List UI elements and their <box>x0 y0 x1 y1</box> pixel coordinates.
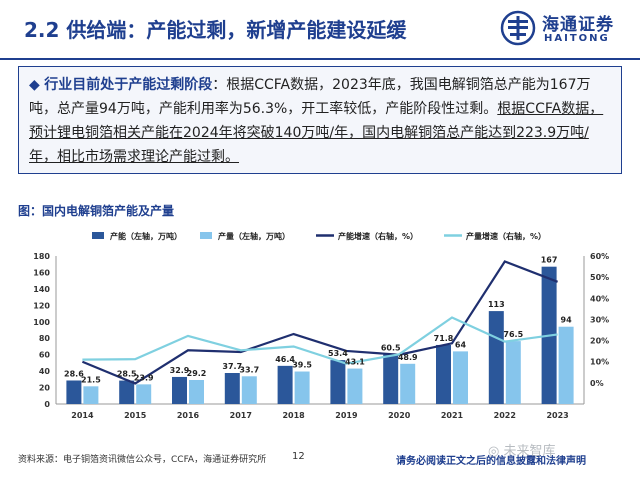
right-tick-label: 20% <box>590 337 609 346</box>
legend-label: 产量增速（右轴，%） <box>466 231 546 241</box>
left-tick-label: 160 <box>33 268 50 277</box>
figure-label: 图：国内电解铜箔产能及产量 <box>18 204 175 218</box>
right-tick-label: 50% <box>590 273 609 282</box>
right-tick-label: 10% <box>590 358 609 367</box>
capacity-bar <box>488 311 504 404</box>
x-tick-label: 2021 <box>441 411 464 420</box>
output-bar <box>558 326 574 404</box>
output-data-label: 43.1 <box>345 358 365 367</box>
right-tick-label: 60% <box>590 252 609 261</box>
left-tick-label: 0 <box>44 400 50 409</box>
output-bar <box>83 386 99 404</box>
right-tick-label: 40% <box>590 294 609 303</box>
summary-box: ◆ 行业目前处于产能过剩阶段：根据CCFA数据，2023年底，我国电解铜箔总产能… <box>18 66 622 174</box>
legend-label: 产能增速（右轴，%） <box>338 231 418 241</box>
source-note: 资料来源：电子铜箔资讯微信公众号，CCFA，海通证券研究所 <box>18 455 267 465</box>
x-tick-label: 2020 <box>388 411 411 420</box>
title-divider <box>0 58 640 60</box>
haitong-logo-icon <box>500 10 536 46</box>
page-title: 2.2 供给端：产能过剩，新增产能建设延缓 <box>24 18 407 42</box>
output-bar <box>453 351 468 404</box>
x-tick-label: 2015 <box>124 411 147 420</box>
output-data-label: 33.7 <box>239 365 259 374</box>
capacity-bar <box>119 380 135 404</box>
output-bar <box>347 368 363 404</box>
capacity-bar <box>330 360 346 404</box>
legend-swatch <box>92 232 104 239</box>
x-tick-label: 2019 <box>335 411 358 420</box>
capacity-data-label: 53.4 <box>328 349 348 358</box>
output-bar <box>505 341 521 404</box>
capacity-data-label: 46.4 <box>275 355 295 364</box>
diamond-bullet-icon: ◆ <box>29 77 40 93</box>
capacity-data-label: 71.8 <box>434 334 454 343</box>
capacity-data-label: 28.6 <box>64 369 84 378</box>
output-bar <box>400 363 416 404</box>
capacity-data-label: 113 <box>488 300 505 309</box>
summary-lead: 行业目前处于产能过剩阶段 <box>44 77 213 93</box>
left-tick-label: 180 <box>33 252 50 261</box>
capacity-bar <box>172 376 187 404</box>
summary-text-1: ：根据CCFA数据，2023年底，我国电解铜箔总产能为167万吨，总产量94万吨… <box>29 77 591 117</box>
left-tick-label: 140 <box>33 285 50 294</box>
legend-swatch <box>200 232 212 239</box>
capacity-data-label: 28.5 <box>117 370 137 379</box>
output-data-label: 48.9 <box>398 353 418 362</box>
watermark: ◎ 未来智库 <box>488 444 556 459</box>
output-data-label: 94 <box>561 316 573 325</box>
capacity-data-label: 32.9 <box>170 366 190 375</box>
x-tick-label: 2022 <box>494 411 516 420</box>
output-bar <box>189 379 204 404</box>
summary-text-2: 根据CCFA数据，预计锂电铜箔相关产能在2024年将突破140万吨/年，国内电解… <box>29 101 604 165</box>
capacity-bar <box>224 373 240 404</box>
x-tick-label: 2017 <box>230 411 252 420</box>
left-tick-label: 80 <box>39 334 51 343</box>
output-bar <box>294 371 310 404</box>
x-tick-label: 2018 <box>282 411 305 420</box>
right-tick-label: 30% <box>590 315 609 324</box>
header: 2.2 供给端：产能过剩，新增产能建设延缓 海通证券 HAITONG <box>0 0 640 58</box>
capacity-bar <box>66 380 82 404</box>
output-growth-line <box>82 316 558 365</box>
capacity-bar <box>436 344 451 404</box>
left-tick-label: 40 <box>39 367 51 376</box>
output-data-label: 64 <box>455 340 467 349</box>
disclaimer-note: 请务必阅读正文之后的信息披露和法律声明 <box>396 456 586 467</box>
left-tick-label: 60 <box>39 351 51 360</box>
legend-label: 产量（左轴，万吨） <box>218 231 290 241</box>
output-data-label: 23.9 <box>134 373 154 382</box>
capacity-bar <box>277 365 293 404</box>
output-data-label: 21.5 <box>81 375 101 384</box>
output-data-label: 39.5 <box>292 361 312 370</box>
page-number: 12 <box>292 451 305 462</box>
right-tick-label: 0% <box>590 379 604 388</box>
capacity-growth-line <box>81 260 558 385</box>
x-tick-label: 2016 <box>177 411 200 420</box>
logo-text-en: HAITONG <box>544 33 610 44</box>
capacity-data-label: 60.5 <box>381 343 401 352</box>
haitong-logo: 海通证券 HAITONG <box>500 10 630 50</box>
legend-label: 产能（左轴，万吨） <box>110 231 182 241</box>
logo-text-cn: 海通证券 <box>542 15 614 35</box>
output-data-label: 76.5 <box>503 330 523 339</box>
output-bar <box>136 384 152 404</box>
capacity-bar <box>383 354 399 404</box>
capacity-data-label: 37.7 <box>222 362 242 371</box>
left-tick-label: 100 <box>33 318 50 327</box>
x-tick-label: 2014 <box>71 411 94 420</box>
left-tick-label: 20 <box>39 384 51 393</box>
x-tick-label: 2023 <box>546 411 568 420</box>
left-tick-label: 120 <box>33 301 50 310</box>
capacity-output-chart: 0 20 40 60 80 100 120 140 160 180 0% 10% 20% 30% 40% 50… <box>33 231 609 420</box>
output-bar <box>241 376 257 404</box>
capacity-data-label: 167 <box>541 256 558 265</box>
output-data-label: 29.2 <box>187 369 207 378</box>
